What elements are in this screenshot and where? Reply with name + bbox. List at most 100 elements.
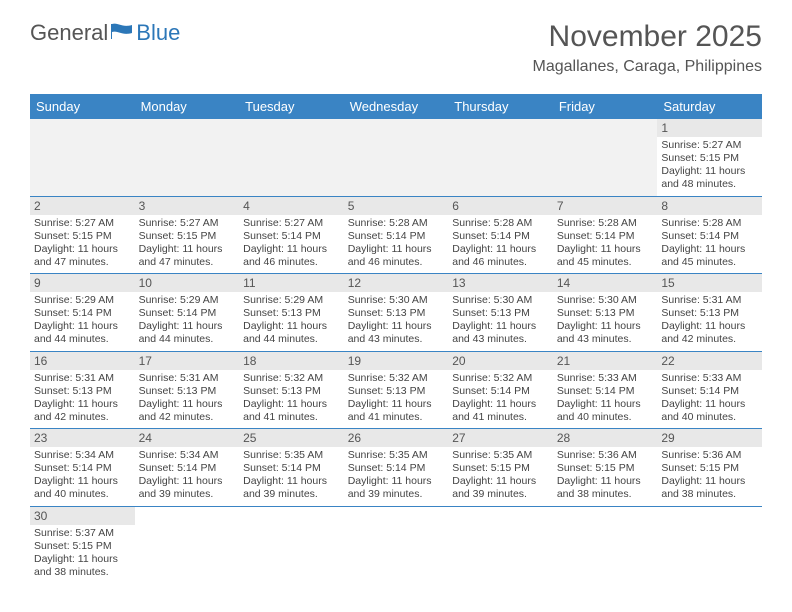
calendar-cell: 20Sunrise: 5:32 AMSunset: 5:14 PMDayligh… (448, 351, 553, 429)
title-block: November 2025 Magallanes, Caraga, Philip… (533, 20, 762, 76)
sunrise-line: Sunrise: 5:33 AM (661, 372, 741, 384)
daylight-line: Daylight: 11 hours and 44 minutes. (139, 320, 223, 345)
day-details: Sunrise: 5:29 AMSunset: 5:13 PMDaylight:… (243, 294, 340, 347)
calendar-cell: 10 Sunrise: 5:29 AMSunset: 5:14 PMDayligh… (135, 274, 240, 352)
calendar-cell: 4Sunrise: 5:27 AMSunset: 5:14 PMDaylight… (239, 196, 344, 274)
day-number: 3 (135, 197, 240, 215)
calendar-week-row: 30Sunrise: 5:37 AMSunset: 5:15 PMDayligh… (30, 506, 762, 583)
daylight-line: Daylight: 11 hours and 41 minutes. (452, 398, 536, 423)
sunset-line: Sunset: 5:13 PM (661, 307, 739, 319)
sunrise-line: Sunrise: 5:31 AM (661, 294, 741, 306)
daylight-line: Daylight: 11 hours and 40 minutes. (661, 398, 745, 423)
day-number: 16 (30, 352, 135, 370)
day-details: Sunrise: 5:36 AMSunset: 5:15 PMDaylight:… (557, 449, 654, 502)
sunset-line: Sunset: 5:14 PM (243, 462, 321, 474)
sunrise-line: Sunrise: 5:36 AM (557, 449, 637, 461)
day-number: 6 (448, 197, 553, 215)
day-details: Sunrise: 5:30 AMSunset: 5:13 PMDaylight:… (348, 294, 445, 347)
sunset-line: Sunset: 5:13 PM (348, 307, 426, 319)
day-details: Sunrise: 5:34 AMSunset: 5:14 PMDaylight:… (139, 449, 236, 502)
daylight-line: Daylight: 11 hours and 46 minutes. (243, 243, 327, 268)
daylight-line: Daylight: 11 hours and 42 minutes. (34, 398, 118, 423)
day-number: 9 (30, 274, 135, 292)
day-details: Sunrise: 5:32 AMSunset: 5:13 PMDaylight:… (348, 372, 445, 425)
sunset-line: Sunset: 5:13 PM (348, 385, 426, 397)
calendar-cell: 23Sunrise: 5:34 AMSunset: 5:14 PMDayligh… (30, 429, 135, 507)
day-details: Sunrise: 5:35 AMSunset: 5:15 PMDaylight:… (452, 449, 549, 502)
sunrise-line: Sunrise: 5:29 AM (243, 294, 323, 306)
calendar-body: 1Sunrise: 5:27 AMSunset: 5:15 PMDaylight… (30, 119, 762, 583)
calendar-cell: 18Sunrise: 5:32 AMSunset: 5:13 PMDayligh… (239, 351, 344, 429)
sunrise-line: Sunrise: 5:29 AM (139, 294, 219, 306)
day-number: 29 (657, 429, 762, 447)
sunset-line: Sunset: 5:15 PM (661, 152, 739, 164)
day-details: Sunrise: 5:32 AMSunset: 5:13 PMDaylight:… (243, 372, 340, 425)
calendar-cell: 22Sunrise: 5:33 AMSunset: 5:14 PMDayligh… (657, 351, 762, 429)
calendar-cell: 25Sunrise: 5:35 AMSunset: 5:14 PMDayligh… (239, 429, 344, 507)
day-details: Sunrise: 5:29 AMSunset: 5:14 PMDaylight:… (139, 294, 236, 347)
sunset-line: Sunset: 5:15 PM (557, 462, 635, 474)
day-number: 13 (448, 274, 553, 292)
sunset-line: Sunset: 5:15 PM (34, 540, 112, 552)
calendar-table: SundayMondayTuesdayWednesdayThursdayFrid… (30, 94, 762, 583)
calendar-cell: 16Sunrise: 5:31 AMSunset: 5:13 PMDayligh… (30, 351, 135, 429)
sunset-line: Sunset: 5:14 PM (139, 307, 217, 319)
sunrise-line: Sunrise: 5:31 AM (139, 372, 219, 384)
calendar-cell (135, 506, 240, 583)
calendar-cell: 9 Sunrise: 5:29 AMSunset: 5:14 PMDaylight… (30, 274, 135, 352)
sunset-line: Sunset: 5:14 PM (34, 307, 112, 319)
daylight-line: Daylight: 11 hours and 41 minutes. (243, 398, 327, 423)
sunrise-line: Sunrise: 5:33 AM (557, 372, 637, 384)
calendar-cell: 30Sunrise: 5:37 AMSunset: 5:15 PMDayligh… (30, 506, 135, 583)
calendar-cell: 29Sunrise: 5:36 AMSunset: 5:15 PMDayligh… (657, 429, 762, 507)
calendar-cell (344, 119, 449, 196)
daylight-line: Daylight: 11 hours and 43 minutes. (452, 320, 536, 345)
flag-icon (110, 20, 134, 46)
daylight-line: Daylight: 11 hours and 45 minutes. (557, 243, 641, 268)
sunset-line: Sunset: 5:13 PM (557, 307, 635, 319)
day-details: Sunrise: 5:28 AMSunset: 5:14 PMDaylight:… (557, 217, 654, 270)
sunset-line: Sunset: 5:14 PM (348, 230, 426, 242)
daylight-line: Daylight: 11 hours and 42 minutes. (139, 398, 223, 423)
calendar-cell: 12Sunrise: 5:30 AMSunset: 5:13 PMDayligh… (344, 274, 449, 352)
calendar-cell (135, 119, 240, 196)
calendar-cell (448, 506, 553, 583)
calendar-cell: 21Sunrise: 5:33 AMSunset: 5:14 PMDayligh… (553, 351, 658, 429)
day-number: 5 (344, 197, 449, 215)
daylight-line: Daylight: 11 hours and 47 minutes. (139, 243, 223, 268)
calendar-cell: 2Sunrise: 5:27 AMSunset: 5:15 PMDaylight… (30, 196, 135, 274)
calendar-cell (448, 119, 553, 196)
day-details: Sunrise: 5:37 AMSunset: 5:15 PMDaylight:… (34, 527, 131, 580)
weekday-header: Saturday (657, 94, 762, 119)
day-number: 14 (553, 274, 658, 292)
daylight-line: Daylight: 11 hours and 43 minutes. (557, 320, 641, 345)
calendar-cell: 26 Sunrise: 5:35 AMSunset: 5:14 PMDayligh… (344, 429, 449, 507)
sunrise-line: Sunrise: 5:29 AM (34, 294, 114, 306)
day-number: 28 (553, 429, 658, 447)
sunrise-line: Sunrise: 5:27 AM (661, 139, 741, 151)
day-details: Sunrise: 5:27 AMSunset: 5:15 PMDaylight:… (661, 139, 758, 192)
sunrise-line: Sunrise: 5:28 AM (452, 217, 532, 229)
daylight-line: Daylight: 11 hours and 39 minutes. (452, 475, 536, 500)
weekday-header: Friday (553, 94, 658, 119)
daylight-line: Daylight: 11 hours and 38 minutes. (661, 475, 745, 500)
day-number: 26 (344, 429, 449, 447)
day-details: Sunrise: 5:30 AMSunset: 5:13 PMDaylight:… (452, 294, 549, 347)
day-details: Sunrise: 5:27 AMSunset: 5:14 PMDaylight:… (243, 217, 340, 270)
day-number: 17 (135, 352, 240, 370)
day-details: Sunrise: 5:35 AMSunset: 5:14 PMDaylight:… (348, 449, 445, 502)
calendar-cell: 8Sunrise: 5:28 AMSunset: 5:14 PMDaylight… (657, 196, 762, 274)
calendar-cell: 17Sunrise: 5:31 AMSunset: 5:13 PMDayligh… (135, 351, 240, 429)
sunrise-line: Sunrise: 5:32 AM (452, 372, 532, 384)
daylight-line: Daylight: 11 hours and 47 minutes. (34, 243, 118, 268)
daylight-line: Daylight: 11 hours and 40 minutes. (557, 398, 641, 423)
calendar-week-row: 9Sunrise: 5:29 AMSunset: 5:14 PMDaylight… (30, 274, 762, 352)
daylight-line: Daylight: 11 hours and 39 minutes. (243, 475, 327, 500)
sunset-line: Sunset: 5:13 PM (452, 307, 530, 319)
sunset-line: Sunset: 5:13 PM (34, 385, 112, 397)
daylight-line: Daylight: 11 hours and 38 minutes. (34, 553, 118, 578)
daylight-line: Daylight: 11 hours and 44 minutes. (34, 320, 118, 345)
day-number: 10 (135, 274, 240, 292)
logo: General Blue (30, 20, 180, 46)
day-number: 1 (657, 119, 762, 137)
